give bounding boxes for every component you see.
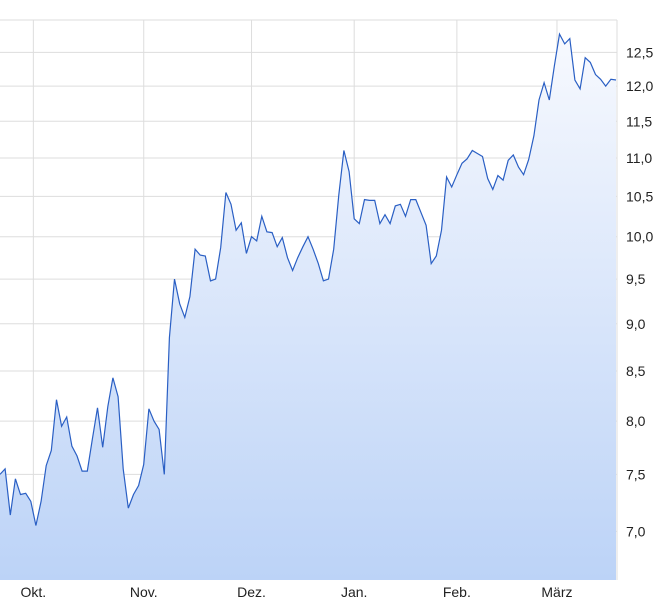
x-tick-label: Nov. <box>130 584 158 600</box>
y-tick-label: 7,5 <box>626 466 646 482</box>
y-tick-label: 9,0 <box>626 316 646 332</box>
y-axis: 7,0 7,5 8,0 8,5 9,0 9,5 10,0 10,5 11,0 11,5 12,0 12… <box>626 44 653 539</box>
x-tick-label: Jan. <box>341 584 367 600</box>
x-tick-label: Okt. <box>21 584 47 600</box>
y-tick-label: 12,5 <box>626 44 653 60</box>
y-tick-label: 7,0 <box>626 523 646 539</box>
x-tick-label: Dez. <box>237 584 266 600</box>
y-tick-label: 10,0 <box>626 229 653 245</box>
y-tick-label: 11,0 <box>626 150 652 166</box>
x-tick-label: März <box>541 584 572 600</box>
x-tick-label: Feb. <box>443 584 471 600</box>
x-axis: Okt. Nov. Dez. Jan. Feb. März <box>21 584 573 600</box>
y-tick-label: 12,0 <box>626 78 653 94</box>
y-tick-label: 11,5 <box>626 113 652 129</box>
y-tick-label: 9,5 <box>626 271 646 287</box>
price-area <box>0 34 616 580</box>
y-tick-label: 10,5 <box>626 188 653 204</box>
y-tick-label: 8,0 <box>626 413 646 429</box>
y-tick-label: 8,5 <box>626 363 646 379</box>
